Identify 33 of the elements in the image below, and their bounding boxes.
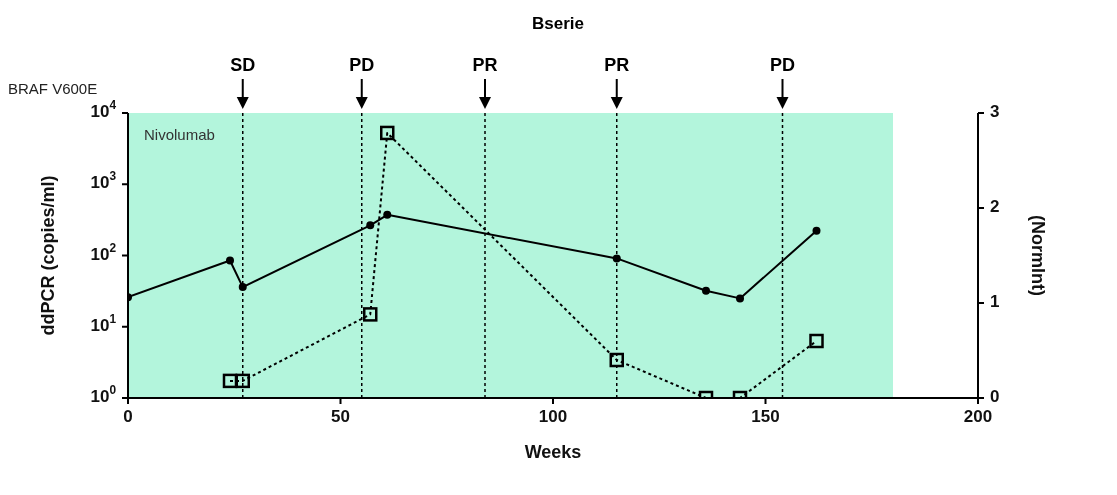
y-tick-label: 10$^{1}$ (90, 311, 117, 336)
ref-line-label: PR (604, 55, 630, 75)
text: BRAF V600E (8, 80, 98, 97)
y2-tick-label: 3 (990, 102, 1000, 122)
ref-line-label: PD (769, 55, 796, 75)
y-tick-label: 10$^{2}$ (90, 240, 117, 264)
y-tick-label: 10$^{3}$ (90, 169, 117, 193)
point (226, 256, 234, 265)
y2-tick-label: 2 (990, 197, 1000, 217)
y-axis-title: ddPCR (copies/ml) (38, 175, 59, 336)
x-tick-label: 50 (331, 407, 350, 427)
x-tick-label: 0 (123, 407, 133, 427)
x-tick-label: 100 (538, 407, 568, 427)
x-tick-label: 200 (963, 407, 993, 427)
point (612, 254, 621, 263)
ref-line-label: PR (472, 55, 498, 75)
point (238, 283, 247, 292)
y2-tick-label: 0 (990, 387, 1000, 407)
y-tick-label: 10$^{0}$ (90, 383, 117, 407)
ref-line-label: PD (349, 55, 375, 75)
band-label: Nivolumab (144, 125, 215, 143)
y-tick-label: 10$^{4}$ (90, 98, 117, 122)
chart-title: Bserie (531, 14, 585, 34)
y2-tick-label: 1 (990, 292, 1000, 312)
point (812, 226, 821, 235)
x-tick-label: 150 (751, 407, 780, 427)
ref-line-label: SD (230, 55, 256, 75)
point (366, 221, 375, 230)
point (736, 294, 744, 303)
point (383, 210, 392, 219)
y2-axis-title: (NormInt) (1027, 215, 1048, 296)
point (702, 286, 710, 295)
x-axis-title: Weeks (524, 442, 582, 462)
